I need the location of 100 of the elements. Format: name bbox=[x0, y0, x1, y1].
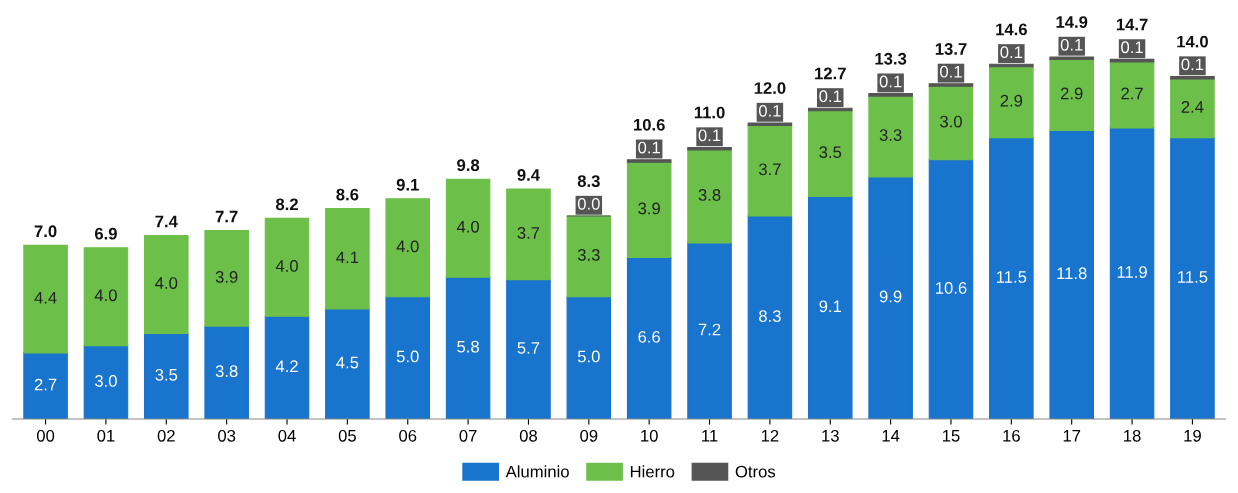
data-label: 0.0 bbox=[577, 197, 600, 210]
data-label: 3.7 bbox=[758, 163, 781, 176]
bar bbox=[204, 230, 249, 327]
total-label: 9.8 bbox=[457, 159, 480, 172]
total-label: 10.6 bbox=[634, 118, 665, 131]
data-label: 3.8 bbox=[215, 365, 238, 378]
x-tick-label: 11 bbox=[702, 430, 718, 442]
data-label: 2.7 bbox=[34, 378, 57, 391]
total-label: 14.0 bbox=[1177, 35, 1208, 48]
total-label: 7.7 bbox=[215, 210, 238, 223]
bar bbox=[144, 234, 189, 334]
x-tick-label: 14 bbox=[882, 430, 900, 442]
bar bbox=[445, 276, 491, 420]
bar bbox=[1109, 127, 1155, 420]
bar bbox=[264, 315, 310, 420]
x-tick-label: 06 bbox=[399, 429, 417, 442]
x-tick-label: 04 bbox=[278, 429, 296, 442]
data-label: 4.5 bbox=[336, 356, 359, 369]
data-label: 4.0 bbox=[94, 289, 117, 302]
x-tick-label: 07 bbox=[459, 429, 477, 442]
data-label: 3.0 bbox=[94, 375, 117, 387]
data-label: 3.5 bbox=[155, 368, 178, 381]
bar bbox=[385, 198, 431, 298]
x-tick-label: 16 bbox=[1003, 429, 1020, 442]
total-label: 13.3 bbox=[875, 52, 907, 65]
data-label: 4.0 bbox=[396, 240, 419, 253]
bar bbox=[506, 279, 551, 420]
data-label: 5.7 bbox=[517, 342, 540, 354]
total-label: 9.4 bbox=[517, 169, 540, 181]
data-label: 5.0 bbox=[396, 350, 419, 363]
total-label: 14.9 bbox=[1056, 16, 1088, 28]
data-label: 11.8 bbox=[1057, 267, 1087, 280]
data-label: 7.2 bbox=[698, 323, 721, 336]
bar bbox=[264, 217, 310, 317]
data-label: 5.0 bbox=[577, 350, 600, 363]
bar bbox=[506, 188, 551, 281]
data-label: 4.1 bbox=[336, 251, 359, 264]
data-label: 0.1 bbox=[1000, 46, 1023, 59]
bar bbox=[868, 176, 913, 420]
data-label: 3.9 bbox=[638, 202, 660, 215]
data-label: 0.1 bbox=[819, 90, 842, 103]
total-label: 14.7 bbox=[1116, 18, 1148, 31]
data-label: 0.1 bbox=[638, 141, 660, 154]
data-label: 9.9 bbox=[879, 290, 902, 303]
x-tick-label: 08 bbox=[519, 429, 538, 442]
data-label: 4.0 bbox=[456, 220, 480, 233]
x-tick-label: 15 bbox=[942, 430, 960, 442]
data-label: 6.6 bbox=[638, 330, 661, 343]
bar bbox=[445, 178, 491, 278]
total-label: 8.3 bbox=[577, 175, 600, 188]
data-label: 2.4 bbox=[1181, 100, 1204, 113]
x-tick-label: 01 bbox=[97, 429, 115, 442]
bar bbox=[989, 137, 1034, 420]
data-label: 4.0 bbox=[275, 260, 298, 272]
x-tick-label: 02 bbox=[157, 429, 175, 442]
data-label: 2.7 bbox=[1121, 87, 1143, 100]
total-label: 12.7 bbox=[815, 67, 846, 80]
data-label: 0.1 bbox=[698, 129, 721, 142]
data-label: 0.1 bbox=[758, 104, 781, 117]
x-tick-label: 17 bbox=[1063, 430, 1081, 442]
bar bbox=[928, 159, 974, 420]
data-label: 5.8 bbox=[457, 340, 479, 353]
data-label: 10.6 bbox=[936, 282, 967, 294]
data-label: 3.3 bbox=[577, 249, 600, 261]
bar bbox=[385, 296, 431, 420]
data-label: 11.5 bbox=[1178, 271, 1208, 283]
data-label: 4.4 bbox=[34, 292, 57, 304]
data-label: 3.3 bbox=[879, 129, 902, 141]
x-tick-label: 03 bbox=[218, 429, 236, 442]
bar bbox=[1049, 129, 1094, 420]
total-label: 7.4 bbox=[155, 215, 178, 228]
data-label: 3.8 bbox=[698, 189, 721, 201]
data-label: 9.1 bbox=[819, 300, 842, 313]
bar bbox=[325, 208, 370, 310]
data-label: 0.1 bbox=[1181, 58, 1204, 71]
bar bbox=[566, 296, 612, 420]
data-label: 8.3 bbox=[759, 310, 781, 322]
bar bbox=[807, 195, 853, 420]
bar bbox=[989, 66, 1034, 139]
total-label: 13.7 bbox=[935, 43, 967, 55]
x-tick-label: 18 bbox=[1124, 429, 1141, 442]
data-label: 4.2 bbox=[275, 360, 298, 372]
x-tick-label: 12 bbox=[761, 429, 779, 442]
bar bbox=[747, 215, 793, 420]
data-label: 3.7 bbox=[517, 226, 540, 239]
x-tick-label: 09 bbox=[580, 429, 598, 442]
total-label: 8.2 bbox=[275, 198, 298, 211]
bar bbox=[23, 244, 68, 354]
bar bbox=[687, 242, 732, 420]
bar bbox=[204, 325, 249, 420]
data-label: 3.0 bbox=[940, 115, 962, 128]
bar bbox=[23, 352, 68, 420]
x-tick-label: 10 bbox=[641, 429, 658, 442]
total-label: 12.0 bbox=[754, 82, 786, 95]
total-label: 8.6 bbox=[336, 188, 359, 201]
data-label: 0.1 bbox=[879, 75, 902, 88]
data-label: 11.9 bbox=[1117, 266, 1147, 278]
bar bbox=[325, 308, 370, 420]
total-label: 7.0 bbox=[34, 225, 57, 238]
total-label: 9.1 bbox=[396, 178, 419, 191]
